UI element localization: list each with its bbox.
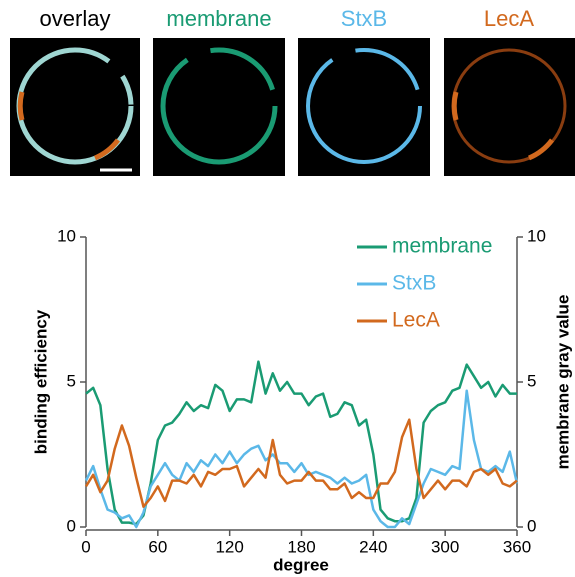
overlay-ring xyxy=(20,92,22,120)
x-tick-label: 60 xyxy=(148,537,167,556)
series-line xyxy=(86,391,517,527)
y2-tick-label: 5 xyxy=(527,371,536,390)
y-tick-label: 0 xyxy=(67,516,76,535)
y2-tick-label: 10 xyxy=(527,226,546,245)
image-panels xyxy=(10,38,575,176)
leca-image xyxy=(444,38,575,176)
stxb-image xyxy=(298,38,430,176)
y-tick-label: 10 xyxy=(57,226,76,245)
x-tick-label: 240 xyxy=(359,537,387,556)
legend-label: membrane xyxy=(392,235,492,258)
x-tick-label: 360 xyxy=(503,537,531,556)
y2-axis-label: membrane gray value xyxy=(553,295,572,470)
y-axis-label: binding efficiency xyxy=(31,309,50,454)
panel-label: overlay xyxy=(40,6,111,31)
legend-label: StxB xyxy=(392,272,436,295)
legend-label: LecA xyxy=(392,309,440,332)
membrane-image xyxy=(153,38,285,176)
panel-label: LecA xyxy=(484,6,534,31)
x-tick-label: 0 xyxy=(81,537,90,556)
x-tick-label: 120 xyxy=(215,537,243,556)
x-axis-label: degree xyxy=(273,555,329,574)
x-tick-label: 180 xyxy=(287,537,315,556)
overlay-image xyxy=(10,38,140,176)
figure: overlay membrane StxB LecA degree bindin… xyxy=(0,0,575,577)
page: overlay membrane StxB LecA degree bindin… xyxy=(0,0,575,577)
x-tick-label: 300 xyxy=(431,537,459,556)
panel-label: membrane xyxy=(166,6,271,31)
y-tick-label: 5 xyxy=(67,371,76,390)
leca-ring xyxy=(454,92,456,120)
y2-tick-label: 0 xyxy=(527,516,536,535)
panel-label: StxB xyxy=(341,6,387,31)
